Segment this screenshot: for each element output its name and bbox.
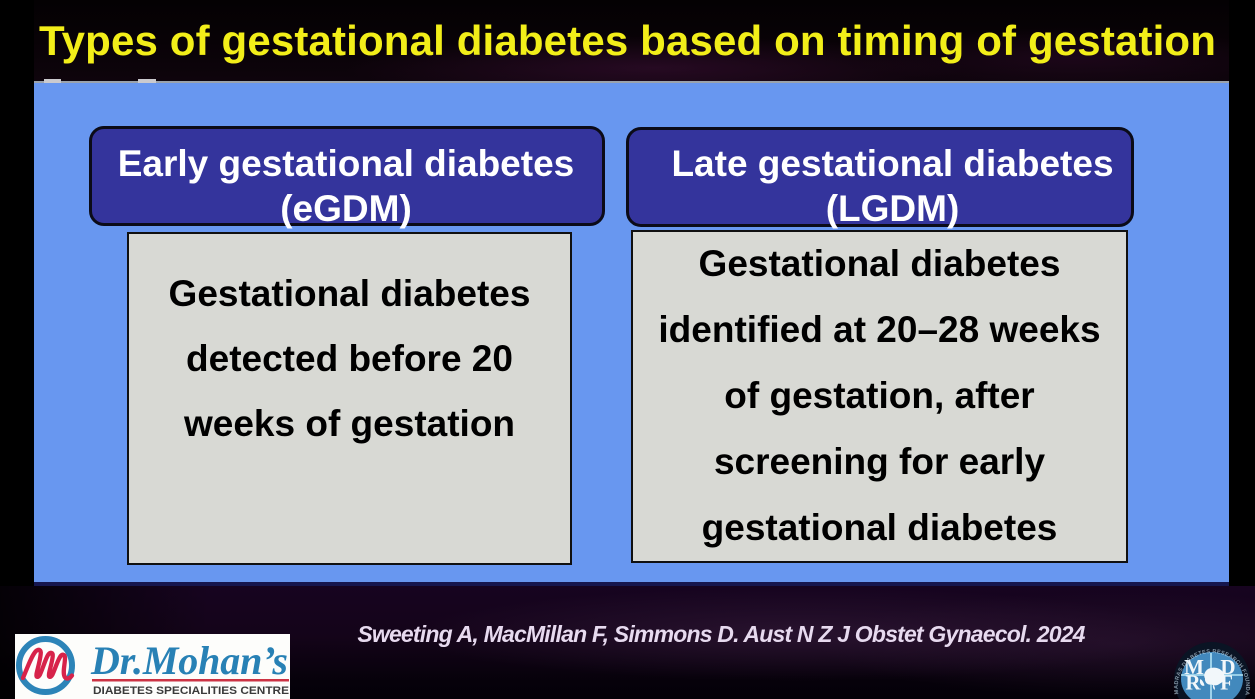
- svg-text:D: D: [1220, 655, 1235, 679]
- svg-text:DIABETES SPECIALITIES CENTRE: DIABETES SPECIALITIES CENTRE: [93, 685, 289, 697]
- svg-text:Dr.Mohan’s: Dr.Mohan’s: [90, 638, 288, 683]
- svg-text:R: R: [1185, 671, 1201, 695]
- svg-text:M: M: [1184, 655, 1204, 679]
